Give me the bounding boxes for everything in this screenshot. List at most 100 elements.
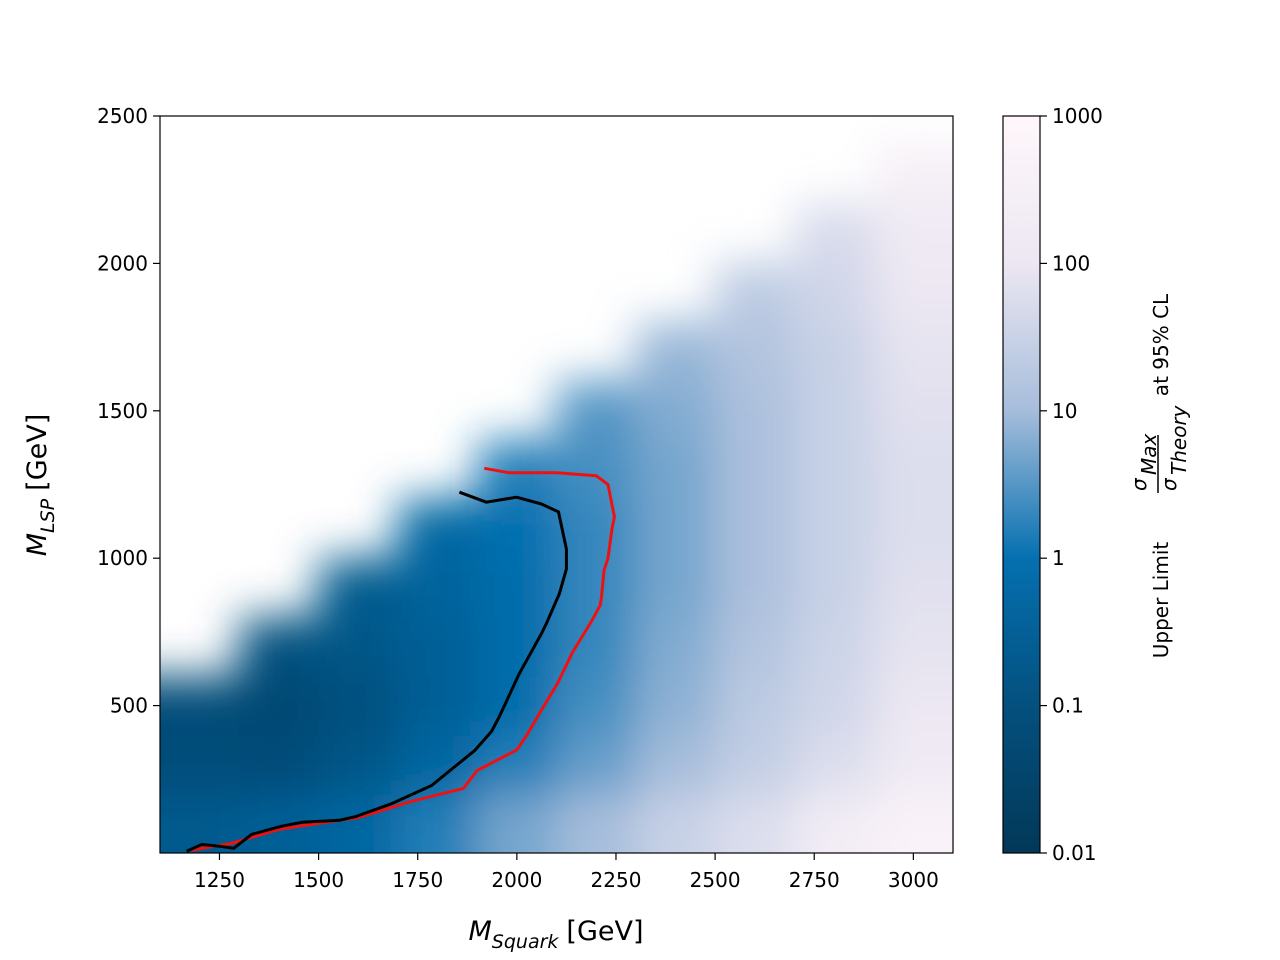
colorbar-label-prefix: Upper Limit bbox=[1149, 542, 1173, 659]
heatmap-cell bbox=[556, 794, 637, 853]
heatmap-cell bbox=[635, 322, 717, 383]
heatmap-cell bbox=[794, 794, 875, 853]
heatmap-cell bbox=[556, 381, 637, 442]
heatmap-cell bbox=[635, 676, 717, 737]
heatmap-cell bbox=[318, 735, 399, 796]
heatmap-cell bbox=[556, 440, 637, 501]
heatmap-cell bbox=[715, 263, 796, 324]
heatmap-cell bbox=[556, 676, 637, 737]
heatmap-cell bbox=[794, 676, 875, 737]
heatmap-cell bbox=[794, 499, 875, 560]
y-label-symbol: M bbox=[22, 533, 53, 556]
heatmap-cell bbox=[556, 617, 637, 678]
heatmap-cell bbox=[635, 558, 717, 619]
heatmap-cell bbox=[794, 558, 875, 619]
x-label-unit: [GeV] bbox=[566, 916, 643, 947]
colorbar-tick-label: 1000 bbox=[1052, 104, 1103, 128]
plot-frame bbox=[159, 115, 954, 854]
heatmap-cell bbox=[873, 735, 953, 796]
heatmap-cell bbox=[873, 263, 953, 324]
y-tick-label: 1000 bbox=[97, 546, 148, 570]
x-tick-label: 2500 bbox=[690, 868, 741, 892]
colorbar-tick-label: 100 bbox=[1052, 251, 1090, 275]
heatmap-cell bbox=[715, 558, 796, 619]
heatmap-cell bbox=[239, 617, 320, 678]
heatmap-cell bbox=[873, 499, 953, 560]
heatmap-cell bbox=[794, 440, 875, 501]
x-tick-label: 2750 bbox=[789, 868, 840, 892]
colorbar-tick-label: 0.01 bbox=[1052, 841, 1097, 865]
heatmap-cell bbox=[635, 794, 717, 853]
heatmap-cell bbox=[873, 794, 953, 853]
heatmap-cell bbox=[397, 676, 479, 737]
heatmap-cell bbox=[794, 263, 875, 324]
heatmap bbox=[160, 145, 953, 853]
x-tick-label: 1750 bbox=[392, 868, 443, 892]
x-tick-label: 2250 bbox=[591, 868, 642, 892]
heatmap-cell bbox=[318, 558, 399, 619]
denominator-subscript: Theory bbox=[1167, 404, 1191, 475]
contour-line bbox=[185, 490, 568, 853]
heatmap-cell bbox=[794, 617, 875, 678]
heatmap-cell bbox=[635, 440, 717, 501]
x-tick-label: 2000 bbox=[491, 868, 542, 892]
x-label-symbol: M bbox=[469, 916, 492, 947]
heatmap-cell bbox=[794, 322, 875, 383]
heatmap-cell bbox=[794, 204, 875, 265]
heatmap-cell bbox=[873, 558, 953, 619]
heatmap-cell bbox=[477, 558, 558, 619]
x-tick-label: 1250 bbox=[194, 868, 245, 892]
y-tick-label: 2000 bbox=[97, 251, 148, 275]
heatmap-cell bbox=[715, 381, 796, 442]
colorbar-tick-label: 1 bbox=[1052, 546, 1065, 570]
x-label-subscript: Squark bbox=[492, 931, 560, 953]
heatmap-cell bbox=[715, 499, 796, 560]
x-tick-label: 1500 bbox=[293, 868, 344, 892]
y-tick-label: 2500 bbox=[97, 104, 148, 128]
heatmap-cell bbox=[715, 794, 796, 853]
heatmap-cell bbox=[318, 794, 399, 853]
heatmap-cell bbox=[556, 499, 637, 560]
y-label-unit: [GeV] bbox=[22, 414, 53, 491]
heatmap-cell bbox=[715, 735, 796, 796]
heatmap-cell bbox=[873, 440, 953, 501]
heatmap-cell bbox=[239, 735, 320, 796]
denominator: σ bbox=[1157, 477, 1181, 491]
heatmap-cell bbox=[635, 735, 717, 796]
heatmap-cell bbox=[794, 735, 875, 796]
colorbar-label-suffix: at 95% CL bbox=[1149, 293, 1173, 396]
y-tick-label: 500 bbox=[110, 694, 148, 718]
heatmap-cell bbox=[239, 676, 320, 737]
heatmap-cell bbox=[715, 440, 796, 501]
numerator: σ bbox=[1127, 477, 1151, 491]
contours bbox=[185, 466, 616, 853]
heatmap-cell bbox=[873, 322, 953, 383]
heatmap-cell bbox=[160, 676, 241, 737]
heatmap-cell bbox=[794, 381, 875, 442]
colorbar-tick-label: 0.1 bbox=[1052, 694, 1084, 718]
heatmap-cell bbox=[160, 735, 241, 796]
colorbar-label: Upper Limit σ Max σ Theory at 95% CL bbox=[1127, 293, 1191, 658]
heatmap-area bbox=[160, 145, 953, 853]
heatmap-cell bbox=[477, 499, 558, 560]
colorbar-tick-label: 10 bbox=[1052, 399, 1077, 423]
contour-line bbox=[191, 466, 616, 852]
heatmap-cell bbox=[397, 499, 479, 560]
heatmap-cell bbox=[397, 558, 479, 619]
heatmap-cell bbox=[635, 617, 717, 678]
x-axis-label: MSquark [GeV] bbox=[469, 916, 644, 953]
y-label-subscript: LSP bbox=[37, 498, 59, 533]
heatmap-cell bbox=[635, 381, 717, 442]
heatmap-cell bbox=[556, 735, 637, 796]
heatmap-cell bbox=[715, 617, 796, 678]
heatmap-cell bbox=[873, 676, 953, 737]
heatmap-cell bbox=[477, 794, 558, 853]
numerator-subscript: Max bbox=[1137, 433, 1161, 475]
heatmap-cell bbox=[873, 381, 953, 442]
heatmap-cell bbox=[715, 322, 796, 383]
x-tick-label: 3000 bbox=[888, 868, 939, 892]
heatmap-cell bbox=[397, 794, 479, 853]
heatmap-cell bbox=[715, 676, 796, 737]
y-axis-label: MLSP [GeV] bbox=[22, 414, 59, 556]
